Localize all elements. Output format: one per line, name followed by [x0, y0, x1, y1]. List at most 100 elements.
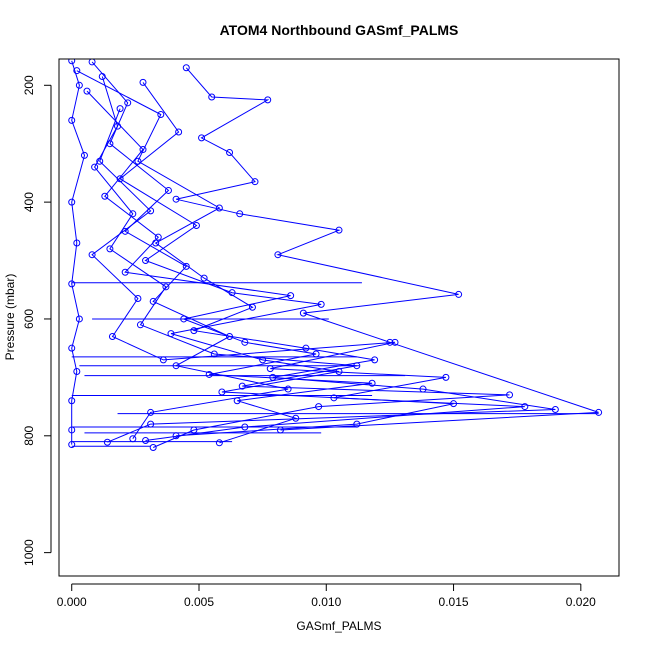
plot-frame: [58, 58, 620, 577]
data-point-7-2: [147, 207, 155, 215]
data-point-6-10: [368, 379, 376, 387]
data-point-4-0: [98, 73, 106, 81]
data-point-5-8: [259, 356, 267, 364]
data-point-3-5: [200, 274, 208, 282]
data-point-0-9: [73, 368, 81, 376]
data-point-2-4: [226, 148, 234, 156]
data-point-0-4: [68, 198, 76, 206]
data-point-2-9: [274, 251, 282, 259]
data-point-0-10: [68, 397, 76, 405]
data-point-2-14: [276, 426, 284, 434]
data-point-1-0: [88, 59, 96, 66]
data-point-0-2: [68, 116, 76, 124]
data-point-1-11: [129, 435, 137, 443]
data-point-5-3: [192, 221, 200, 229]
data-point-2-6: [172, 195, 180, 203]
data-point-0-7: [75, 315, 83, 323]
data-point-7-7: [391, 338, 399, 346]
data-point-2-0: [182, 64, 190, 72]
x-tick-label-1: 0.005: [184, 595, 214, 609]
data-point-7-0: [116, 105, 124, 113]
series-line-4: [93, 76, 510, 448]
data-point-7-11: [521, 403, 529, 411]
data-point-6-4: [121, 268, 129, 276]
series-line-1: [91, 61, 289, 439]
x-axis: 0.000 0.005 0.010 0.015 0.020: [57, 583, 596, 609]
data-point-4-3: [129, 210, 137, 218]
x-tick-label-0: 0.000: [57, 595, 87, 609]
data-point-6-12: [292, 414, 300, 422]
data-point-5-5: [228, 289, 236, 297]
data-point-2-8: [335, 226, 343, 234]
data-point-4-6: [136, 321, 144, 329]
data-point-0-5: [73, 239, 81, 247]
data-point-3-7: [190, 327, 198, 335]
data-point-2-11: [299, 309, 307, 317]
data-point-2-5: [251, 178, 259, 186]
data-point-2-10: [455, 290, 463, 298]
data-point-7-13: [142, 436, 150, 444]
y-tick-label-0: 200: [22, 75, 36, 95]
series-line-0: [71, 60, 86, 445]
data-point-1-8: [172, 362, 180, 370]
y-axis-label: Pressure (mbar): [3, 274, 17, 361]
data-point-7-8: [266, 365, 274, 373]
data-point-7-6: [159, 356, 167, 364]
data-point-7-5: [108, 332, 116, 340]
data-point-5-1: [175, 128, 183, 136]
data-point-3-14: [103, 438, 111, 446]
data-point-4-2: [91, 163, 99, 171]
data-point-7-9: [442, 373, 450, 381]
data-point-3-1: [157, 110, 165, 118]
data-point-2-3: [198, 134, 206, 142]
data-point-0-8: [68, 344, 76, 352]
data-point-3-3: [215, 204, 223, 212]
data-point-2-7: [236, 210, 244, 218]
data-point-2-1: [208, 93, 216, 101]
data-point-1-3: [164, 186, 172, 194]
data-point-2-2: [264, 96, 272, 104]
data-point-6-9: [205, 370, 213, 378]
data-point-1-10: [147, 408, 155, 416]
chart-title: ATOM4 Northbound GASmf_PALMS: [220, 22, 459, 38]
data-point-6-0: [83, 87, 91, 95]
data-point-0-0: [68, 59, 76, 65]
data-point-6-3: [154, 233, 162, 241]
data-point-0-1: [75, 81, 83, 89]
data-point-2-13: [595, 408, 603, 416]
data-point-1-9: [284, 385, 292, 393]
data-point-7-3: [88, 251, 96, 259]
data-point-3-8: [302, 344, 310, 352]
data-point-3-9: [371, 356, 379, 364]
x-tick-label-3: 0.015: [439, 595, 469, 609]
data-point-7-4: [134, 295, 142, 303]
data-point-6-2: [101, 192, 109, 200]
data-point-6-7: [241, 338, 249, 346]
data-point-3-13: [147, 420, 155, 428]
data-point-6-6: [180, 315, 188, 323]
series-line-2: [175, 67, 599, 431]
data-point-7-10: [330, 394, 338, 402]
data-point-5-12: [353, 420, 361, 428]
data-point-4-9: [238, 382, 246, 390]
data-point-5-6: [317, 300, 325, 308]
data-point-4-13: [149, 443, 157, 451]
data-layer: [68, 59, 603, 451]
y-axis: 200 400 600 800 1000: [22, 75, 52, 566]
data-point-6-13: [215, 439, 223, 447]
x-tick-label-2: 0.010: [311, 595, 341, 609]
data-point-6-1: [139, 146, 147, 154]
data-point-3-0: [73, 67, 81, 75]
x-tick-label-4: 0.020: [566, 595, 596, 609]
data-point-5-0: [139, 78, 147, 86]
data-point-4-5: [162, 283, 170, 291]
y-tick-label-3: 800: [22, 425, 36, 445]
data-point-1-4: [121, 227, 129, 235]
x-axis-label: GASmf_PALMS: [296, 619, 381, 633]
series-line-6: [86, 90, 373, 444]
data-point-0-12: [68, 441, 76, 449]
data-point-4-8: [353, 362, 361, 370]
data-point-7-12: [241, 423, 249, 431]
data-point-4-4: [106, 245, 114, 253]
